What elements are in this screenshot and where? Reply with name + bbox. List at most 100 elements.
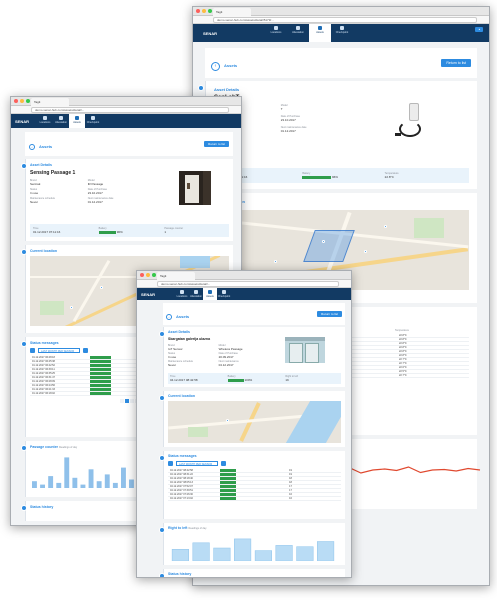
table-row[interactable]: 04.12.2017 08:05:13 18: [168, 481, 341, 485]
metric-label: Battery: [302, 172, 311, 175]
asset-photo: [179, 171, 211, 205]
address-bar: demo.senar-hub.com/assets/detail/...: [11, 106, 241, 114]
nav-item-attestation[interactable]: Attestation: [189, 288, 203, 300]
page-button[interactable]: [120, 399, 124, 403]
location-map[interactable]: [30, 256, 229, 326]
nav-action-button[interactable]: ●: [475, 27, 483, 32]
nav-item-checkpoint[interactable]: Checkpoint: [331, 24, 353, 42]
window-controls[interactable]: [140, 273, 156, 277]
table-row[interactable]: 04.12.2017 08:42:58 19: [168, 469, 341, 473]
page-button[interactable]: [130, 399, 134, 403]
metric: Battery 100%: [227, 375, 282, 382]
nav-item-attestation[interactable]: Attestation: [287, 24, 309, 42]
minimize-icon[interactable]: [20, 99, 24, 103]
return-to-list-button[interactable]: Return to list: [441, 59, 471, 67]
asset-photo: [389, 99, 437, 149]
window-controls[interactable]: [196, 9, 212, 13]
field-label: Status: [168, 352, 176, 355]
section-marker-icon: [21, 445, 27, 451]
top-nav: SENAR Locations Attestation Assets Check…: [11, 114, 241, 128]
nav-item-assets[interactable]: Assets: [203, 288, 217, 300]
page-button[interactable]: [125, 399, 129, 403]
nav-item-locations[interactable]: Locations: [265, 24, 287, 42]
nav-item-checkpoint[interactable]: Checkpoint: [217, 288, 231, 300]
check-icon: [194, 290, 198, 294]
metric-value: 22.8°C: [384, 175, 394, 179]
battery-bar: [219, 469, 236, 472]
url-field[interactable]: demo.senar-hub.com/assets/detail/5179/..…: [213, 17, 477, 23]
chart-bar: [275, 545, 293, 562]
filter-button[interactable]: [30, 348, 35, 353]
maximize-icon[interactable]: [208, 9, 212, 13]
row-battery: [219, 489, 289, 492]
browser-tab[interactable]: Tagit: [31, 98, 69, 106]
battery-bar: [219, 489, 236, 492]
return-to-list-button[interactable]: Return to list: [317, 311, 342, 317]
map-pin-icon[interactable]: [364, 250, 367, 253]
nav-item-locations[interactable]: Locations: [175, 288, 189, 300]
field: Next maintenance 04.12.2017: [219, 360, 264, 367]
nav-item-assets[interactable]: Assets: [309, 24, 331, 42]
field-label: Date of Purchase: [87, 188, 108, 191]
location-map[interactable]: [168, 401, 341, 443]
section-title: Asset Details: [214, 87, 240, 92]
map-pin-icon[interactable]: [100, 286, 103, 289]
maximize-icon[interactable]: [26, 99, 30, 103]
chart-title: Passage counter: [30, 445, 59, 449]
field-value: Sentrak: [30, 182, 41, 186]
map-pin-icon[interactable]: [384, 225, 387, 228]
table-row[interactable]: 04.12.2017 08:18:40 18: [168, 477, 341, 481]
asset-fields: Brand Sentrak Model IR Passage Status In use D…: [30, 179, 139, 204]
table-row[interactable]: 04.12.2017 07:52:07 17: [168, 485, 341, 489]
table-row[interactable]: 04.12.2017 08:31:22 19: [168, 473, 341, 477]
close-icon[interactable]: [14, 99, 18, 103]
row-battery: [89, 392, 170, 395]
table-row[interactable]: 04.12.2017 07:26:30 16: [168, 493, 341, 497]
back-button[interactable]: ‹: [29, 144, 35, 150]
url-field[interactable]: demo.senar-hub.com/assets/detail/...: [31, 107, 229, 113]
filter-button[interactable]: [168, 461, 173, 466]
map-pin-icon[interactable]: [322, 240, 325, 243]
battery-bar: [89, 392, 111, 395]
period-select[interactable]: LAST MONTH PER SENSOR: [176, 461, 218, 466]
chart-bar: [80, 484, 86, 488]
row-battery: [89, 388, 170, 391]
refresh-button[interactable]: [221, 461, 226, 466]
map-pin-icon[interactable]: [274, 260, 277, 263]
column-header: Temperature: [394, 329, 409, 332]
logo: SENAR: [203, 30, 218, 36]
browser-tab[interactable]: Tagit: [157, 272, 195, 280]
map-pin-icon[interactable]: [70, 306, 73, 309]
window-controls[interactable]: [14, 99, 30, 103]
metric: Temperature 22.8°C: [385, 172, 463, 179]
nav-item-assets[interactable]: Assets: [69, 114, 85, 128]
period-select[interactable]: LAST MONTH PER SENSOR: [38, 348, 80, 353]
status-toolbar: LAST MONTH PER SENSOR: [30, 348, 229, 353]
battery-percent: 96%: [115, 230, 123, 234]
close-icon[interactable]: [140, 273, 144, 277]
back-button[interactable]: ‹: [211, 62, 220, 71]
close-icon[interactable]: [196, 9, 200, 13]
maximize-icon[interactable]: [152, 273, 156, 277]
nav-label: Locations: [39, 121, 51, 124]
back-button[interactable]: ‹: [166, 314, 172, 320]
minimize-icon[interactable]: [146, 273, 150, 277]
battery-bar: [89, 384, 111, 387]
title-bar: Tagit: [137, 271, 351, 280]
row-battery: [219, 493, 289, 496]
refresh-button[interactable]: [83, 348, 88, 353]
browser-tab[interactable]: Tagit: [213, 8, 251, 16]
row-value: 16: [289, 497, 292, 500]
url-field[interactable]: demo.senar-hub.com/assets/detail/...: [157, 281, 339, 287]
nav-item-locations[interactable]: Locations: [37, 114, 53, 128]
metric-value: 96%: [98, 230, 161, 234]
page-header: ‹ Assets Return to list: [205, 48, 477, 78]
table-row[interactable]: 04.12.2017 07:39:51 17: [168, 489, 341, 493]
nav-item-checkpoint[interactable]: Checkpoint: [85, 114, 101, 128]
map-pin-icon[interactable]: [226, 419, 229, 422]
table-row[interactable]: 04.12.2017 07:13:02 16: [168, 497, 341, 501]
minimize-icon[interactable]: [202, 9, 206, 13]
nav-item-attestation[interactable]: Attestation: [53, 114, 69, 128]
return-to-list-button[interactable]: Return to list: [204, 141, 229, 147]
asset-icon: [75, 116, 79, 120]
